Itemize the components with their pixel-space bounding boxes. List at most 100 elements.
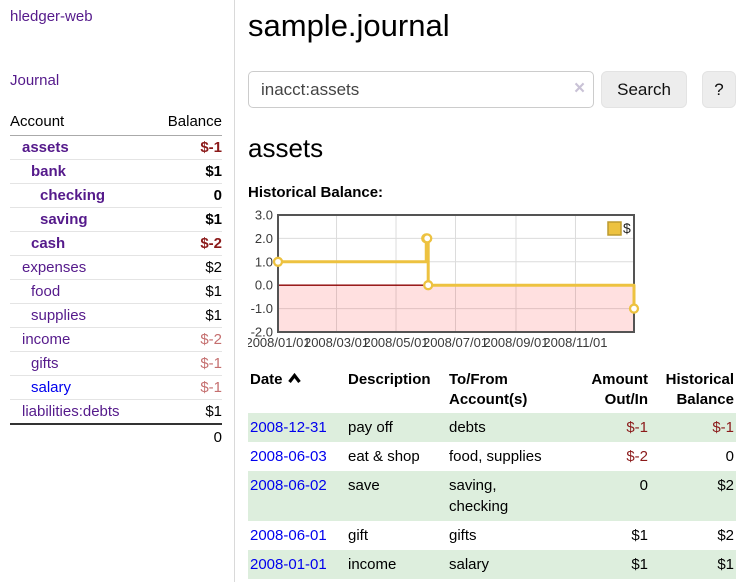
account-link-cash[interactable]: cash [31,235,66,252]
account-balance: $-2 [150,231,222,256]
account-link-liabilities-debts[interactable]: liabilities:debts [22,403,120,420]
app-brand-link[interactable]: hledger-web [10,8,93,25]
transaction-description: income [348,556,397,573]
account-balance: $-2 [150,327,222,352]
account-link-checking[interactable]: checking [40,187,106,204]
col-header-description[interactable]: Description [348,371,431,388]
svg-text:-2.0: -2.0 [251,325,273,340]
transaction-date-link[interactable]: 2008-12-31 [250,419,327,436]
svg-text:2008/09/01: 2008/09/01 [483,335,548,350]
transaction-row: 2008-06-01 gift gifts $1 $2 [248,521,736,550]
account-link-saving[interactable]: saving [40,211,88,228]
transaction-amount: $1 [631,527,648,544]
account-link-income[interactable]: income [22,331,71,348]
svg-text:2008/11/01: 2008/11/01 [543,335,607,350]
search-box: × [248,71,595,108]
account-row: bank $1 [10,159,222,184]
account-balance: $1 [150,159,222,184]
search-form: × Search ? [248,71,736,108]
account-link-supplies[interactable]: supplies [31,307,87,324]
svg-text:2008/05/01: 2008/05/01 [363,335,428,350]
help-button[interactable]: ? [702,71,736,108]
account-row: liabilities:debts $1 [10,399,222,424]
search-button[interactable]: Search [601,71,687,108]
transaction-amount: 0 [639,477,648,494]
col-header-amount[interactable]: Amount Out/In [591,371,648,408]
transaction-description: save [348,477,380,494]
transaction-description: pay off [348,419,393,436]
account-balance: $-1 [150,375,222,400]
register-header-row: Date Description To/From Account(s) Amou… [248,367,736,413]
accounts-header-balance: Balance [150,110,222,136]
transaction-date-link[interactable]: 2008-06-02 [250,477,327,494]
search-input[interactable] [248,71,595,108]
svg-text:2008/03/01: 2008/03/01 [304,335,369,350]
sidebar: hledger-web Journal Account Balance asse… [0,0,235,582]
transaction-accounts: saving, checking [449,477,509,515]
account-balance: $1 [150,303,222,328]
account-row: supplies $1 [10,303,222,328]
col-header-accounts[interactable]: To/From Account(s) [449,371,528,408]
accounts-header-account: Account [10,110,150,136]
svg-text:2008/07/01: 2008/07/01 [423,335,488,350]
transaction-amount: $1 [631,556,648,573]
clear-search-icon[interactable]: × [574,78,586,99]
account-balance: $-1 [150,351,222,376]
account-link-gifts[interactable]: gifts [31,355,59,372]
account-row: food $1 [10,279,222,304]
transaction-description: gift [348,527,369,544]
account-link-salary[interactable]: salary [31,379,72,396]
transaction-amount: $-1 [626,419,648,436]
register-table: Date Description To/From Account(s) Amou… [248,367,736,579]
account-row: saving $1 [10,207,222,232]
account-link-bank[interactable]: bank [31,163,67,180]
account-balance: 0 [150,183,222,208]
register-table-body: 2008-12-31 pay off debts $-1 $-1 2008-06-03 ea… [248,413,736,579]
account-heading: assets [248,133,324,163]
sort-ascending-icon [287,372,301,383]
transaction-accounts: salary [449,556,490,573]
svg-text:2.0: 2.0 [255,231,273,246]
transaction-row: 2008-01-01 income salary $1 $1 [248,550,736,579]
page-title: sample.journal [248,8,450,43]
col-header-date[interactable]: Date [248,367,346,413]
account-row: salary $-1 [10,375,222,400]
accounts-total-row: 0 [10,423,222,449]
transaction-description: eat & shop [348,448,420,465]
accounts-table-body: assets $-1 bank $1 checking 0 saving $1 cash $-2 e… [10,136,222,424]
account-row: expenses $2 [10,255,222,280]
main-content: sample.journal × Search ? assets Histori… [236,0,742,579]
account-balance: $1 [150,399,222,424]
transaction-accounts: food, supplies [449,448,542,465]
account-link-expenses[interactable]: expenses [22,259,87,276]
transaction-date-link[interactable]: 2008-06-01 [250,527,327,544]
account-row: cash $-2 [10,231,222,256]
account-row: assets $-1 [10,136,222,160]
accounts-total-balance: 0 [150,423,222,449]
transaction-accounts: debts [449,419,486,436]
col-header-balance[interactable]: Historical Balance [665,371,734,408]
transaction-row: 2008-06-03 eat & shop food, supplies $-2 0 [248,442,736,471]
transaction-balance: $1 [717,556,734,573]
account-balance: $2 [150,255,222,280]
sidebar-item-journal[interactable]: Journal [10,72,60,89]
accounts-table: Account Balance assets $-1 bank $1 checking 0… [10,110,222,449]
transaction-row: 2008-12-31 pay off debts $-1 $-1 [248,413,736,442]
account-row: income $-2 [10,327,222,352]
account-row: checking 0 [10,183,222,208]
svg-text:1.0: 1.0 [255,254,273,269]
transaction-balance: 0 [725,448,734,465]
svg-text:2008/01/01: 2008/01/01 [248,335,311,350]
transaction-accounts: gifts [449,527,477,544]
account-link-food[interactable]: food [31,283,61,300]
account-balance: $-1 [200,139,222,156]
account-row: gifts $-1 [10,351,222,376]
historical-balance-chart: $3.0 2.0 1.0 0.0 -1.0 -2.02008/01/012008/03/0… [248,208,640,350]
svg-text:3.0: 3.0 [255,208,273,223]
account-balance: $1 [150,279,222,304]
account-link-assets[interactable]: assets [22,139,69,156]
transaction-date-link[interactable]: 2008-01-01 [250,556,327,573]
account-balance: $1 [150,207,222,232]
transaction-date-link[interactable]: 2008-06-03 [250,448,327,465]
transaction-amount: $-2 [626,448,648,465]
